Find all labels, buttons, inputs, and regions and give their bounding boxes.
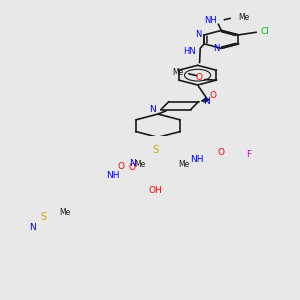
Text: O: O bbox=[210, 91, 217, 100]
Text: O: O bbox=[129, 163, 136, 172]
Text: Me: Me bbox=[178, 160, 189, 169]
Text: Me: Me bbox=[134, 160, 146, 169]
Text: N: N bbox=[203, 97, 210, 106]
Text: F: F bbox=[247, 150, 252, 159]
Text: NH: NH bbox=[106, 171, 119, 180]
Text: Cl: Cl bbox=[260, 27, 269, 36]
Text: N: N bbox=[29, 223, 36, 232]
Text: O: O bbox=[118, 162, 125, 171]
Text: Me: Me bbox=[172, 68, 184, 77]
Text: N: N bbox=[213, 44, 220, 53]
Text: N: N bbox=[129, 159, 136, 168]
Text: Me: Me bbox=[59, 208, 70, 217]
Text: S: S bbox=[40, 212, 46, 222]
Text: O: O bbox=[218, 148, 225, 157]
Text: NH: NH bbox=[190, 155, 203, 164]
Text: HN: HN bbox=[184, 47, 196, 56]
Text: OH: OH bbox=[149, 186, 163, 195]
Text: N: N bbox=[195, 30, 201, 39]
Text: N: N bbox=[150, 105, 156, 114]
Text: Me: Me bbox=[238, 14, 249, 22]
Text: O: O bbox=[195, 73, 202, 82]
Text: S: S bbox=[152, 145, 158, 155]
Text: NH: NH bbox=[204, 16, 216, 25]
